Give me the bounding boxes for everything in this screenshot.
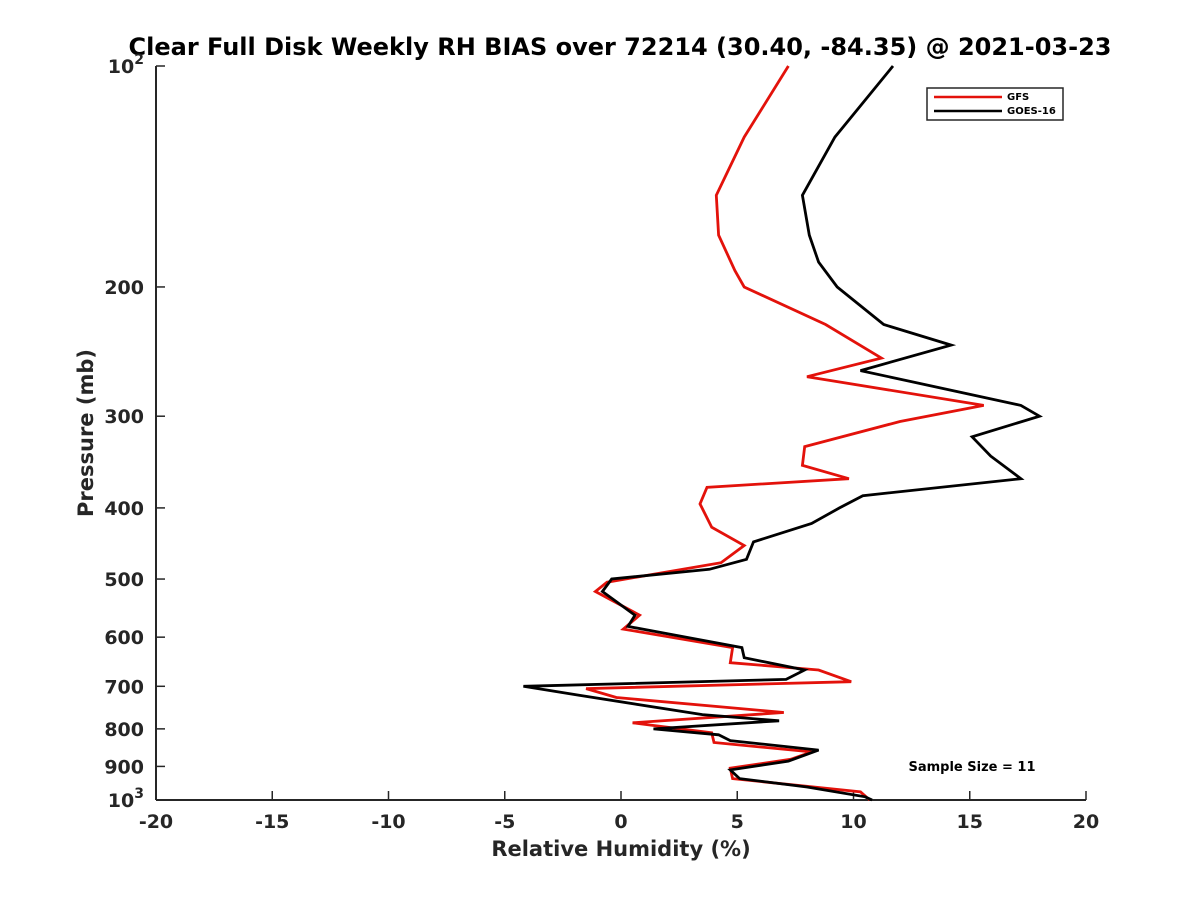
x-tick-label-15: -15: [255, 811, 289, 833]
series-line-goes-16: [523, 65, 1043, 802]
plot-area: [155, 66, 1086, 801]
x-tick-label-20: -20: [139, 811, 173, 833]
y-tick-label-300: 300: [104, 406, 144, 428]
x-tick-label-5: -5: [494, 811, 515, 833]
y-tick-label-900: 900: [104, 756, 144, 778]
series-line-gfs: [585, 65, 984, 802]
y-tick-label-700: 700: [104, 676, 144, 698]
x-axis-label: Relative Humidity (%): [491, 837, 750, 861]
y-tick-label-600: 600: [104, 627, 144, 649]
legend-box: [926, 87, 1064, 121]
x-tick-label-10: 10: [840, 811, 866, 833]
legend-label-gfs: GFS: [1007, 92, 1029, 103]
x-tick-label-10: -10: [371, 811, 405, 833]
sample-size-annotation: Sample Size = 11: [908, 760, 1035, 775]
x-tick-label-0: 0: [614, 811, 627, 833]
series-lines: [523, 65, 1043, 802]
plot-background: [156, 66, 1086, 800]
legend: GFS GOES-16: [926, 87, 1064, 121]
y-axis-ticks: 102 200 300 400 500 600 700 800 900 103: [104, 52, 165, 812]
chart-title: Clear Full Disk Weekly RH BIAS over 7221…: [129, 33, 1112, 61]
x-tick-label-5: 5: [731, 811, 744, 833]
y-tick-label-500: 500: [104, 569, 144, 591]
legend-label-goes16: GOES-16: [1007, 106, 1056, 117]
y-tick-label-100: 102: [108, 52, 144, 78]
y-tick-label-400: 400: [104, 498, 144, 520]
x-tick-label-20: 20: [1073, 811, 1099, 833]
x-axis-ticks: -20 -15 -10 -5 0 5 10 15 20: [139, 791, 1099, 833]
y-tick-label-200: 200: [104, 277, 144, 299]
y-axis-label: Pressure (mb): [74, 349, 98, 517]
y-tick-label-1000: 103: [108, 786, 144, 812]
y-tick-label-800: 800: [104, 719, 144, 741]
x-tick-label-15: 15: [957, 811, 983, 833]
